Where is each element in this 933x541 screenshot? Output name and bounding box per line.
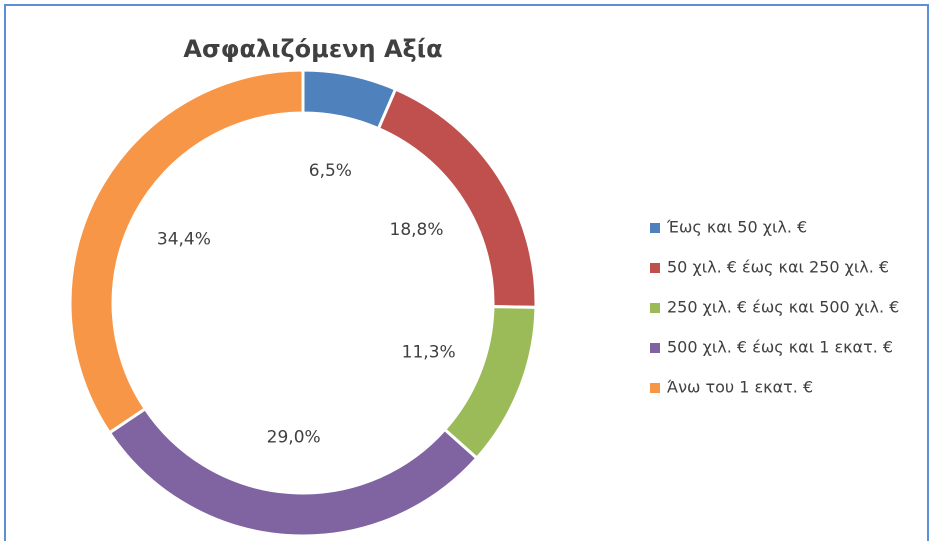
legend-swatch [650,263,660,273]
legend-swatch [650,223,660,233]
legend-swatch [650,343,660,353]
data-label: 29,0% [267,428,321,448]
data-label: 6,5% [309,161,352,181]
legend-label: 250 χιλ. € έως και 500 χιλ. € [667,298,899,317]
legend-swatch [650,383,660,393]
data-label: 18,8% [390,220,444,240]
legend-swatch [650,303,660,313]
legend-label: 50 χιλ. € έως και 250 χιλ. € [667,258,889,277]
legend-label: Έως και 50 χιλ. € [666,218,807,237]
legend-label: Άνω του 1 εκατ. € [667,378,813,397]
slice [68,68,305,435]
data-label: 11,3% [402,342,456,362]
data-label: 34,4% [157,229,211,249]
legend-label: 500 χιλ. € έως και 1 εκατ. € [667,338,893,357]
chart-title: Ασφαλιζόμενη Αξία [183,35,442,63]
